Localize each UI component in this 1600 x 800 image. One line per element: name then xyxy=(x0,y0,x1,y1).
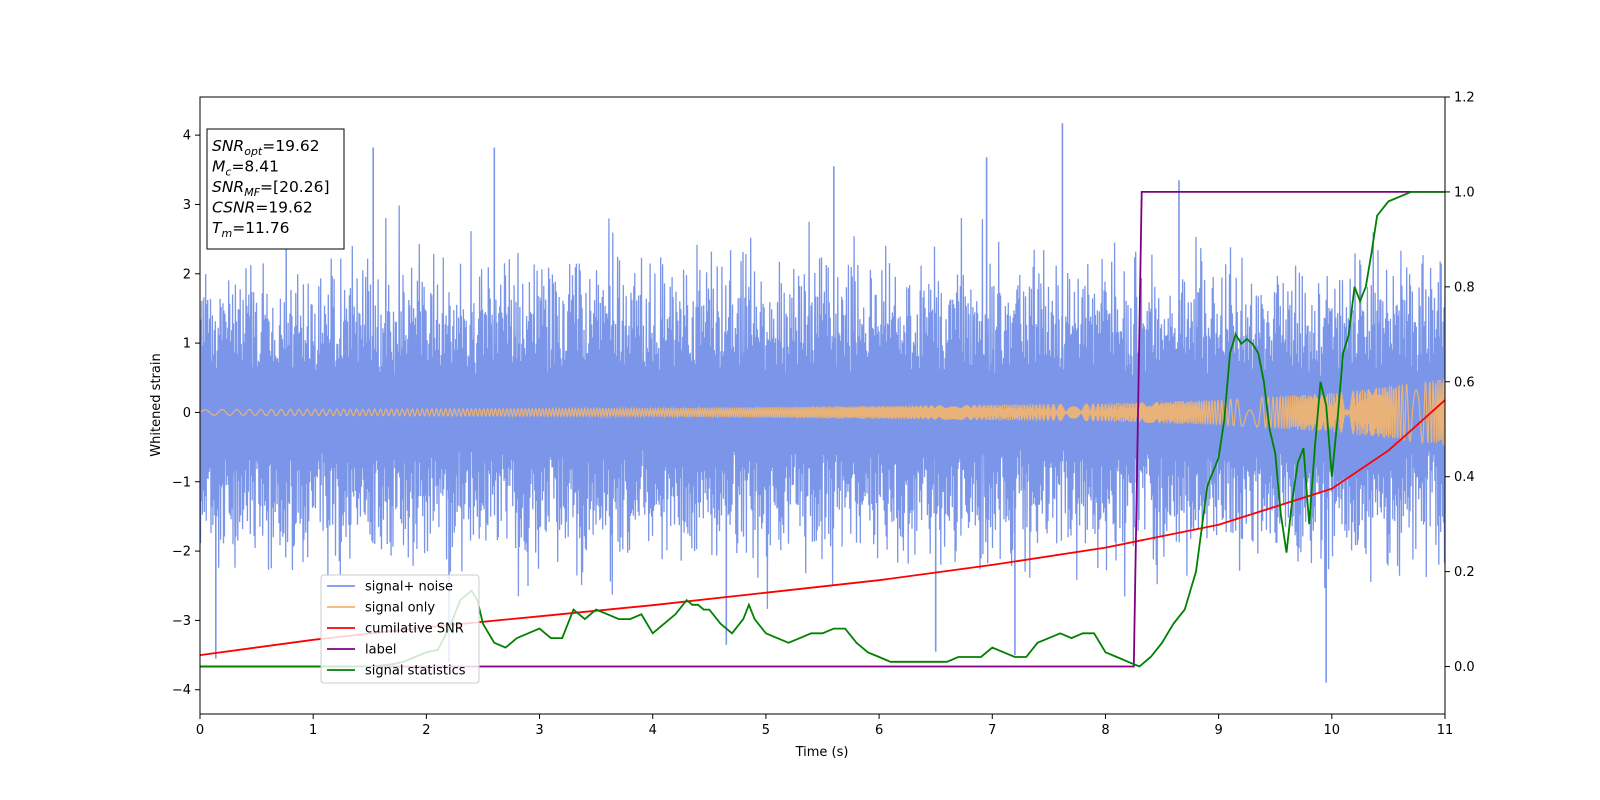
stats-box: SNRopt=19.62Mc=8.41SNRMF=[20.26]CSNR=19.… xyxy=(206,128,345,250)
right-y-tick-label: 0.2 xyxy=(1454,565,1475,580)
label-line xyxy=(200,191,1445,668)
x-tick-label: 2 xyxy=(422,723,430,738)
left-y-tick-label: 0 xyxy=(183,406,191,421)
right-y-tick-label: 1.0 xyxy=(1454,185,1475,200)
x-tick-label: 7 xyxy=(988,723,996,738)
left-y-tick-label: 3 xyxy=(183,198,191,213)
left-y-tick-label: −3 xyxy=(172,614,191,629)
x-tick-label: 5 xyxy=(762,723,770,738)
signal-noise-line xyxy=(200,205,1445,609)
legend-label: label xyxy=(365,643,396,658)
right-y-tick-label: 0.6 xyxy=(1454,375,1475,390)
right-y-axis: 1.2 1.0 0.8 0.6 0.4 0.2 0.0 xyxy=(1445,91,1475,675)
x-tick-label: 9 xyxy=(1214,723,1222,738)
stats-box-frame xyxy=(206,128,345,250)
legend-frame xyxy=(320,574,480,684)
right-y-tick-label: 0.8 xyxy=(1454,280,1475,295)
stats-line: SNRMF=[20.26] xyxy=(212,178,330,199)
stats-line: SNRopt=19.62 xyxy=(212,137,320,158)
plot-frame xyxy=(199,96,1446,715)
legend-label: signal only xyxy=(365,601,435,616)
left-y-tick-label: 2 xyxy=(183,267,191,282)
legend-label: cumilative SNR xyxy=(365,622,464,637)
right-y-tick-label: 1.2 xyxy=(1454,91,1475,106)
right-y-tick-label: 0.0 xyxy=(1454,660,1475,675)
legend-label: signal statistics xyxy=(365,664,466,679)
x-tick-label: 10 xyxy=(1324,723,1341,738)
right-y-tick-label: 0.4 xyxy=(1454,470,1475,485)
x-tick-label: 1 xyxy=(309,723,317,738)
left-y-tick-label: 1 xyxy=(183,337,191,352)
y-axis-label: Whitened strain xyxy=(149,353,164,456)
left-y-tick-label: 4 xyxy=(183,129,191,144)
stats-line: Mc=8.41 xyxy=(212,158,279,179)
stats-line: Tm=11.76 xyxy=(212,219,290,240)
legend-label: signal+ noise xyxy=(365,580,453,595)
x-tick-label: 3 xyxy=(535,723,543,738)
x-tick-label: 8 xyxy=(1101,723,1109,738)
x-tick-label: 0 xyxy=(196,723,204,738)
x-tick-label: 11 xyxy=(1437,723,1454,738)
left-y-tick-label: −4 xyxy=(172,683,191,698)
signal-statistics-line xyxy=(200,191,1445,668)
signal-only-line xyxy=(200,379,1445,446)
legend: signal+ noise signal only cumilative SNR la… xyxy=(320,574,480,684)
x-axis-label: Time (s) xyxy=(795,745,849,760)
x-tick-label: 4 xyxy=(649,723,657,738)
signal-noise-peaks xyxy=(215,123,1327,683)
left-y-axis: 4 3 2 1 0 −1 −2 −3 −4 xyxy=(172,129,200,698)
left-y-tick-label: −1 xyxy=(172,475,191,490)
left-y-tick-label: −2 xyxy=(172,545,191,560)
stats-line: CSNR=19.62 xyxy=(212,199,313,217)
x-axis: 0 1 2 3 4 5 6 7 8 9 10 11 xyxy=(196,714,1453,738)
x-tick-label: 6 xyxy=(875,723,883,738)
